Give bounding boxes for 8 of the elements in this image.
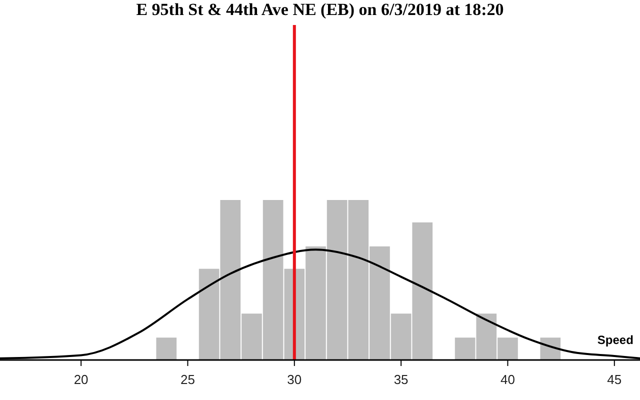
x-tick-label: 45 [607, 372, 622, 387]
x-tick-label: 25 [180, 372, 195, 387]
chart-title: E 95th St & 44th Ave NE (EB) on 6/3/2019 at 18:20 [136, 0, 504, 19]
x-tick-label: 20 [74, 372, 88, 387]
x-tick-label: 35 [394, 372, 408, 387]
series-label: Speed [597, 333, 634, 347]
x-tick-label: 40 [500, 372, 515, 387]
x-tick-label: 30 [287, 372, 302, 387]
